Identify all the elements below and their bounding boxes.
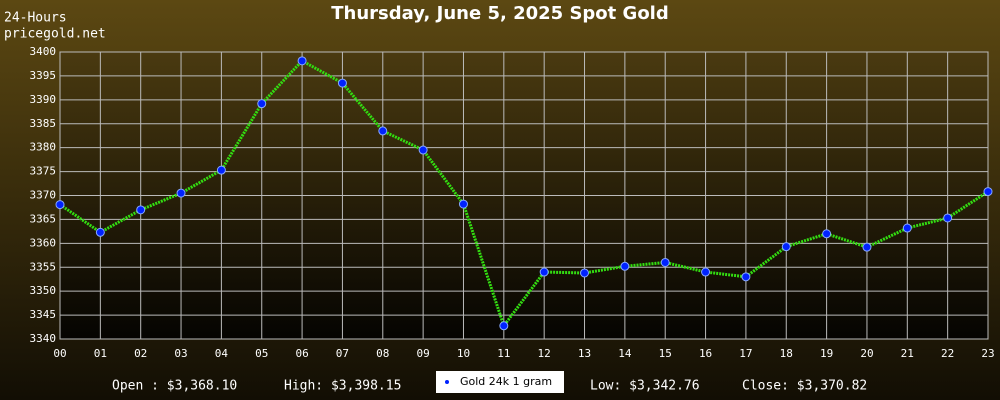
data-point xyxy=(216,165,226,175)
x-tick-label: 00 xyxy=(53,347,66,360)
x-tick-label: 22 xyxy=(941,347,954,360)
data-point xyxy=(902,223,912,233)
data-point xyxy=(257,99,267,109)
stat-close: Close: $3,370.82 xyxy=(742,379,867,394)
legend-label: Gold 24k 1 gram xyxy=(460,375,552,388)
x-tick-label: 04 xyxy=(215,347,229,360)
x-tick-label: 14 xyxy=(618,347,632,360)
legend xyxy=(436,371,564,393)
data-point xyxy=(660,257,670,267)
stat-low: Low: $3,342.76 xyxy=(590,379,700,394)
y-tick-label: 3390 xyxy=(30,93,57,106)
y-tick-label: 3340 xyxy=(30,332,57,345)
x-tick-label: 08 xyxy=(376,347,389,360)
y-tick-label: 3360 xyxy=(30,236,57,249)
data-point xyxy=(499,321,509,331)
data-point xyxy=(862,242,872,252)
data-point xyxy=(458,199,468,209)
stat-high: High: $3,398.15 xyxy=(284,379,401,394)
x-tick-label: 02 xyxy=(134,347,147,360)
x-tick-label: 13 xyxy=(578,347,591,360)
x-tick-label: 12 xyxy=(538,347,551,360)
x-tick-label: 16 xyxy=(699,347,712,360)
data-point xyxy=(378,126,388,136)
data-point xyxy=(176,188,186,198)
data-point xyxy=(55,200,65,210)
data-point xyxy=(781,242,791,252)
subtitle: 24-Hours xyxy=(4,11,67,26)
y-tick-label: 3370 xyxy=(30,189,57,202)
y-tick-label: 3400 xyxy=(30,45,57,58)
data-point xyxy=(418,145,428,155)
y-tick-label: 3355 xyxy=(30,260,57,273)
y-tick-label: 3365 xyxy=(30,212,57,225)
y-tick-label: 3345 xyxy=(30,308,57,321)
data-point xyxy=(337,78,347,88)
data-point xyxy=(943,213,953,223)
legend-marker xyxy=(445,380,449,384)
y-tick-label: 3395 xyxy=(30,69,57,82)
x-tick-label: 18 xyxy=(780,347,793,360)
x-tick-label: 15 xyxy=(659,347,672,360)
data-point xyxy=(701,267,711,277)
x-tick-label: 21 xyxy=(901,347,914,360)
data-point xyxy=(741,272,751,282)
x-tick-label: 01 xyxy=(94,347,107,360)
data-point xyxy=(95,227,105,237)
x-tick-label: 07 xyxy=(336,347,349,360)
y-tick-label: 3380 xyxy=(30,141,57,154)
data-point xyxy=(983,187,993,197)
y-tick-label: 3350 xyxy=(30,284,57,297)
y-tick-label: 3375 xyxy=(30,165,57,178)
x-tick-label: 23 xyxy=(981,347,994,360)
x-tick-label: 20 xyxy=(860,347,873,360)
data-point xyxy=(539,267,549,277)
x-tick-label: 10 xyxy=(457,347,470,360)
chart-title: Thursday, June 5, 2025 Spot Gold xyxy=(331,3,669,24)
stat-open: Open : $3,368.10 xyxy=(112,379,237,394)
data-point xyxy=(136,205,146,215)
data-point xyxy=(822,229,832,239)
data-point xyxy=(580,268,590,278)
x-tick-label: 09 xyxy=(417,347,430,360)
x-tick-label: 19 xyxy=(820,347,833,360)
x-tick-label: 06 xyxy=(295,347,308,360)
data-point xyxy=(297,56,307,66)
x-tick-label: 11 xyxy=(497,347,510,360)
x-tick-label: 17 xyxy=(739,347,752,360)
series-line xyxy=(59,58,989,329)
x-tick-label: 03 xyxy=(174,347,187,360)
data-point xyxy=(620,261,630,271)
subtitle: pricegold.net xyxy=(4,27,106,42)
x-tick-label: 05 xyxy=(255,347,268,360)
y-tick-label: 3385 xyxy=(30,117,57,130)
